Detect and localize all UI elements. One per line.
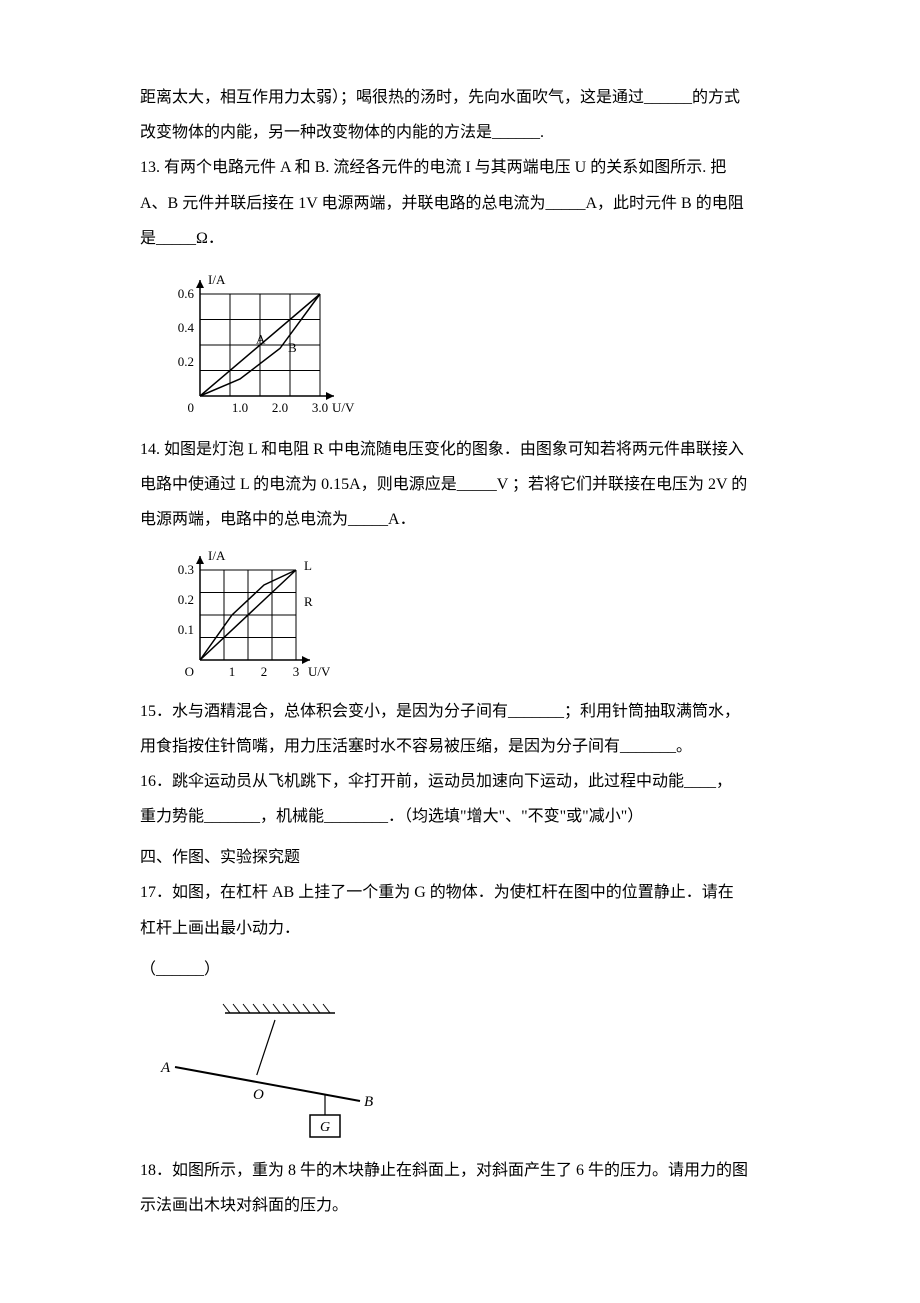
svg-text:2: 2 [261,664,268,679]
q13-chart: 1.0 2.0 3.0 0.2 0.4 0.6 0 I/A U/V A B [160,264,780,424]
q14-chart: 1 2 3 0.1 0.2 0.3 O I/A U/V L R [160,546,780,686]
svg-text:I/A: I/A [208,548,226,563]
svg-text:0.2: 0.2 [178,592,194,607]
q12-line2: 改变物体的内能，另一种改变物体的内能的方法是______. [140,115,780,150]
svg-text:0: 0 [188,400,195,415]
q16-line1: 16．跳伞运动员从飞机跳下，伞打开前，运动员加速向下运动，此过程中动能____， [140,764,780,799]
q12-text-a: 距离太大，相互作用力太弱）；喝很热的汤时，先向水面吹气，这是通过 [140,89,644,106]
q13-line1: 13. 有两个电路元件 A 和 B. 流经各元件的电流 I 与其两端电压 U 的… [140,150,780,185]
svg-text:3.0: 3.0 [312,400,328,415]
q17-line1: 17．如图，在杠杆 AB 上挂了一个重为 G 的物体．为使杠杆在图中的位置静止．… [140,875,780,910]
svg-text:G: G [320,1120,330,1135]
svg-text:3: 3 [293,664,300,679]
svg-text:A: A [160,1060,171,1076]
q12-blank2: ______ [492,115,540,150]
q15-line1: 15．水与酒精混合，总体积会变小，是因为分子间有_______；利用针筒抽取满筒… [140,694,780,729]
q17-paren: （______） [140,952,780,987]
svg-text:0.2: 0.2 [178,354,194,369]
svg-text:0.4: 0.4 [178,320,195,335]
q12-text-b: 的方式 [692,89,740,106]
svg-text:1.0: 1.0 [232,400,248,415]
svg-text:B: B [288,340,297,355]
svg-text:2.0: 2.0 [272,400,288,415]
q14-line1: 14. 如图是灯泡 L 和电阻 R 中电流随电压变化的图象．由图象可知若将两元件… [140,432,780,467]
q15-line2: 用食指按住针筒嘴，用力压活塞时水不容易被压缩，是因为分子间有_______。 [140,729,780,764]
svg-text:I/A: I/A [208,272,226,287]
q12-blank1: ______ [644,80,692,115]
q12-line1: 距离太大，相互作用力太弱）；喝很热的汤时，先向水面吹气，这是通过______的方… [140,80,780,115]
svg-text:R: R [304,594,313,609]
svg-text:U/V: U/V [308,664,330,679]
q13-line3: 是_____Ω． [140,221,780,256]
svg-text:0.1: 0.1 [178,622,194,637]
svg-text:U/V: U/V [332,400,355,415]
svg-text:A: A [256,331,266,346]
q12-text-c: 改变物体的内能，另一种改变物体的内能的方法是 [140,124,492,141]
q14-line2: 电路中使通过 L 的电流为 0.15A，则电源应是_____V ；若将它们并联接… [140,467,780,502]
q17-line2: 杠杆上画出最小动力． [140,911,780,946]
svg-text:0.3: 0.3 [178,562,194,577]
svg-text:L: L [304,558,312,573]
q13-line2: A、B 元件并联后接在 1V 电源两端，并联电路的总电流为_____A，此时元件… [140,186,780,221]
q12-text-d: . [540,124,544,141]
q18-line1: 18．如图所示，重为 8 牛的木块静止在斜面上，对斜面产生了 6 牛的压力。请用… [140,1153,780,1188]
svg-text:O: O [185,664,194,679]
svg-text:O: O [253,1087,264,1103]
q16-line2: 重力势能_______，机械能________．（均选填"增大"、"不变"或"减… [140,799,780,834]
q17-diagram: A B O G [160,995,780,1145]
svg-text:1: 1 [229,664,236,679]
svg-text:B: B [364,1094,373,1110]
svg-text:0.6: 0.6 [178,286,195,301]
q18-line2: 示法画出木块对斜面的压力。 [140,1188,780,1223]
q14-line3: 电源两端，电路中的总电流为_____A． [140,502,780,537]
section4-title: 四、作图、实验探究题 [140,840,780,875]
